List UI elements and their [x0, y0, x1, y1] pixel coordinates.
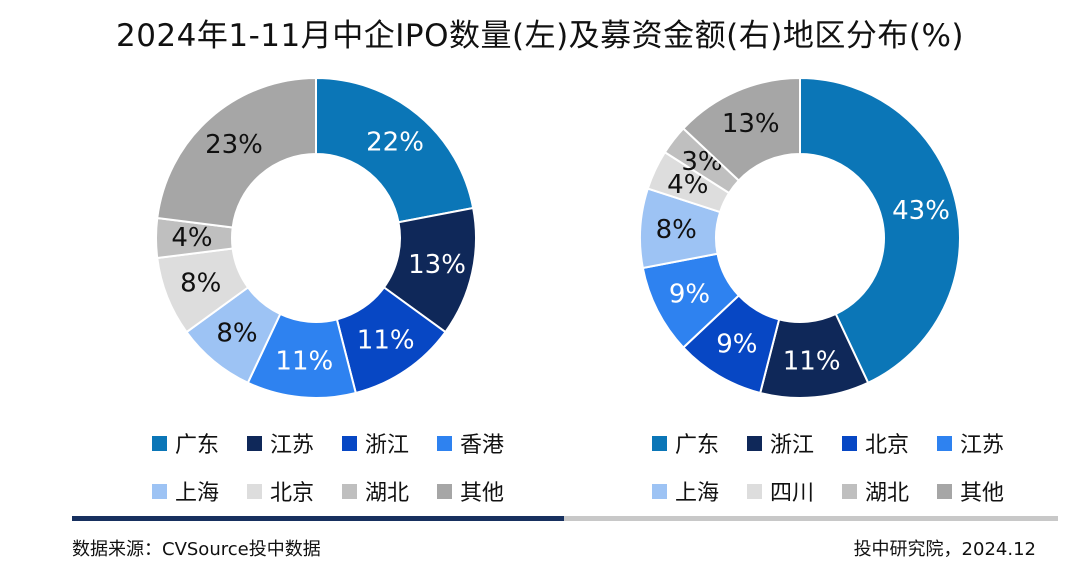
right-legend: 广东 浙江 北京 江苏上海 四川 湖北 其他	[652, 427, 1004, 507]
legend-label: 湖北	[365, 481, 410, 506]
legend-swatch	[152, 435, 167, 451]
legend-item-0-7: 其他	[437, 475, 504, 507]
legend-item-1-7: 其他	[937, 475, 1004, 507]
legend-swatch	[937, 435, 953, 451]
legend-label: 上海	[175, 481, 220, 506]
left-donut-chart: 22% 13% 11% 11% 8% 8% 4% 23%	[155, 76, 477, 399]
legend-item-0-4: 上海	[152, 475, 219, 507]
legend-swatch	[152, 483, 167, 499]
slice-label-0-1: 13%	[408, 250, 466, 280]
left-legend: 广东 江苏 浙江 香港上海 北京 湖北 其他	[152, 427, 504, 507]
legend-swatch	[437, 435, 453, 451]
legend-label: 江苏	[270, 433, 315, 458]
chart-title: 2024年1-11月中企IPO数量(左)及募资金额(右)地区分布(%)	[115, 18, 964, 54]
legend-label: 四川	[770, 481, 815, 506]
donut-slice-1-7	[681, 76, 801, 182]
footer-divider-dark	[72, 516, 564, 521]
legend-swatch	[842, 483, 858, 499]
legend-item-1-1: 浙江	[747, 427, 814, 459]
legend-swatch	[842, 435, 858, 451]
legend-label: 北京	[270, 481, 315, 506]
footer-divider-light	[564, 516, 1058, 521]
legend-item-1-4: 上海	[652, 475, 719, 507]
donut-slice-0-7	[156, 76, 317, 229]
legend-label: 上海	[675, 481, 720, 506]
legend-swatch	[247, 435, 263, 451]
legend-label: 浙江	[770, 433, 815, 458]
slice-label-0-3: 11%	[275, 346, 333, 376]
source-note: 数据来源：CVSource投中数据	[72, 539, 321, 560]
slice-label-1-2: 9%	[716, 330, 757, 360]
legend-label: 广东	[175, 433, 220, 458]
slice-label-0-6: 4%	[171, 223, 212, 253]
legend-item-1-6: 湖北	[842, 475, 909, 507]
slice-label-0-0: 22%	[366, 127, 424, 157]
legend-item-0-2: 浙江	[342, 427, 409, 459]
slice-label-1-1: 11%	[783, 346, 841, 376]
legend-item-0-0: 广东	[152, 427, 219, 459]
legend-item-1-5: 四川	[747, 475, 814, 507]
legend-label: 湖北	[865, 481, 910, 506]
legend-swatch	[652, 435, 667, 451]
legend-swatch	[747, 483, 763, 499]
slice-label-0-5: 8%	[180, 269, 221, 299]
slice-label-0-2: 11%	[357, 326, 415, 356]
donut-slice-1-0	[799, 76, 961, 385]
legend-swatch	[747, 435, 763, 451]
legend-item-1-0: 广东	[652, 427, 719, 459]
legend-label: 广东	[675, 433, 720, 458]
legend-swatch	[247, 483, 263, 499]
legend-item-0-6: 湖北	[342, 475, 409, 507]
slice-label-0-4: 8%	[216, 319, 257, 349]
slice-label-1-3: 9%	[669, 279, 710, 309]
slice-label-1-0: 43%	[892, 196, 950, 226]
donut-slice-0-0	[315, 76, 475, 224]
right-donut-chart: 43%11%9%9%8%4%3%13%	[639, 76, 961, 399]
legend-swatch	[437, 483, 453, 499]
legend-item-1-2: 北京	[842, 427, 909, 459]
legend-item-0-5: 北京	[247, 475, 314, 507]
legend-item-1-3: 江苏	[937, 427, 1004, 459]
legend-label: 其他	[460, 481, 505, 506]
legend-label: 香港	[460, 433, 505, 458]
legend-label: 江苏	[960, 433, 1005, 458]
legend-label: 北京	[865, 433, 910, 458]
legend-swatch	[342, 435, 358, 451]
legend-swatch	[342, 483, 358, 499]
legend-swatch	[652, 483, 667, 499]
slice-label-0-7: 23%	[205, 130, 263, 160]
credit-note: 投中研究院，2024.12	[853, 539, 1036, 560]
legend-label: 浙江	[365, 433, 410, 458]
legend-label: 其他	[960, 481, 1005, 506]
legend-item-0-3: 香港	[437, 427, 504, 459]
slice-label-1-7: 13%	[722, 109, 780, 139]
legend-item-0-1: 江苏	[247, 427, 314, 459]
slice-label-1-4: 8%	[656, 215, 697, 245]
legend-swatch	[937, 483, 953, 499]
